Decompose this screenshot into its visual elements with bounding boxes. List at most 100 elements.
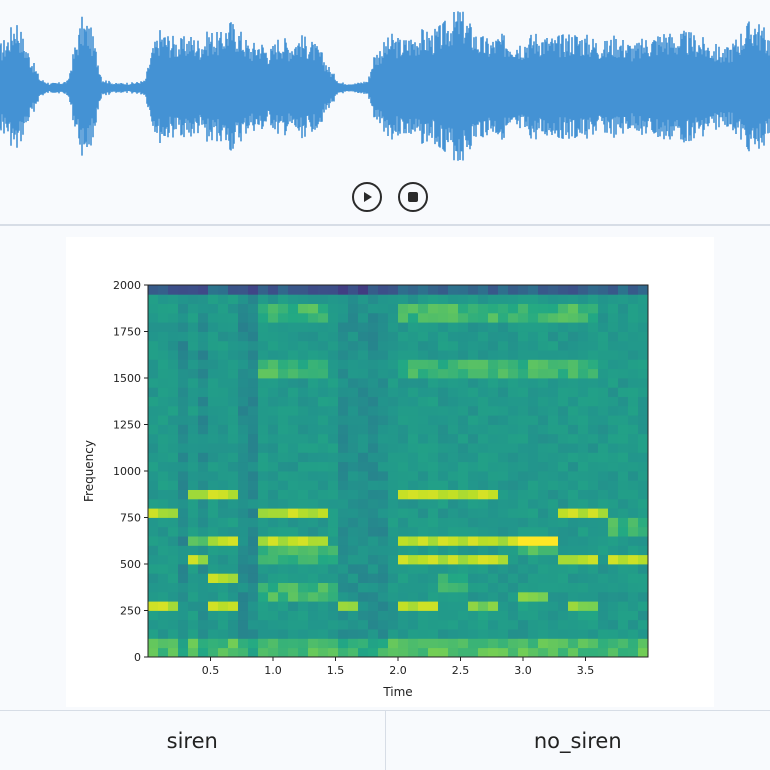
- heatmap-cell: [588, 620, 598, 630]
- heatmap-cell: [358, 434, 368, 444]
- heatmap-cell: [548, 611, 558, 621]
- heatmap-cell: [208, 508, 218, 518]
- label-options: siren no_siren: [0, 710, 770, 770]
- heatmap-cell: [638, 406, 648, 416]
- no-siren-label-button[interactable]: no_siren: [386, 711, 770, 770]
- heatmap-cell: [318, 583, 328, 593]
- heatmap-cell: [528, 294, 538, 304]
- heatmap-cell: [148, 378, 158, 388]
- heatmap-cell: [538, 536, 548, 546]
- audio-waveform[interactable]: [0, 0, 770, 180]
- heatmap-cell: [628, 452, 638, 462]
- heatmap-cell: [618, 490, 628, 500]
- heatmap-cell: [318, 620, 328, 630]
- heatmap-cell: [258, 629, 268, 639]
- heatmap-cell: [578, 341, 588, 351]
- siren-label-button[interactable]: siren: [0, 711, 386, 770]
- heatmap-cell: [438, 480, 448, 490]
- heatmap-cell: [308, 583, 318, 593]
- heatmap-cell: [328, 611, 338, 621]
- heatmap-cell: [158, 294, 168, 304]
- heatmap-cell: [558, 387, 568, 397]
- heatmap-cell: [558, 359, 568, 369]
- heatmap-cell: [228, 564, 238, 574]
- heatmap-cell: [348, 536, 358, 546]
- heatmap-cell: [168, 583, 178, 593]
- heatmap-cell: [418, 285, 428, 295]
- heatmap-cell: [478, 434, 488, 444]
- heatmap-cell: [548, 313, 558, 323]
- heatmap-cell: [458, 545, 468, 555]
- heatmap-cell: [228, 518, 238, 528]
- heatmap-cell: [488, 527, 498, 537]
- panel-divider: [0, 224, 770, 226]
- heatmap-cell: [238, 573, 248, 583]
- heatmap-cell: [518, 471, 528, 481]
- heatmap-cell: [508, 601, 518, 611]
- heatmap-cell: [278, 415, 288, 425]
- heatmap-cell: [508, 638, 518, 648]
- heatmap-cell: [488, 638, 498, 648]
- heatmap-cell: [398, 499, 408, 509]
- heatmap-cell: [398, 387, 408, 397]
- heatmap-cell: [478, 294, 488, 304]
- heatmap-cell: [238, 499, 248, 509]
- heatmap-cell: [368, 313, 378, 323]
- heatmap-cell: [178, 322, 188, 332]
- heatmap-cell: [568, 583, 578, 593]
- heatmap-cell: [548, 536, 558, 546]
- heatmap-cell: [548, 573, 558, 583]
- heatmap-cell: [148, 573, 158, 583]
- heatmap-cell: [508, 332, 518, 342]
- heatmap-cell: [358, 638, 368, 648]
- heatmap-cell: [328, 304, 338, 314]
- heatmap-cell: [388, 397, 398, 407]
- heatmap-cell: [578, 490, 588, 500]
- heatmap-cell: [558, 425, 568, 435]
- heatmap-cell: [248, 555, 258, 565]
- heatmap-cell: [488, 462, 498, 472]
- heatmap-cell: [548, 490, 558, 500]
- heatmap-cell: [328, 592, 338, 602]
- stop-button[interactable]: [398, 182, 428, 212]
- heatmap-cell: [458, 443, 468, 453]
- heatmap-cell: [408, 369, 418, 379]
- heatmap-cell: [228, 294, 238, 304]
- heatmap-cell: [618, 332, 628, 342]
- heatmap-cell: [538, 387, 548, 397]
- heatmap-cell: [478, 471, 488, 481]
- heatmap-cell: [358, 313, 368, 323]
- heatmap-cell: [468, 564, 478, 574]
- heatmap-cell: [588, 536, 598, 546]
- heatmap-cell: [538, 425, 548, 435]
- heatmap-cell: [518, 341, 528, 351]
- heatmap-cell: [238, 638, 248, 648]
- heatmap-cell: [558, 378, 568, 388]
- heatmap-cell: [578, 397, 588, 407]
- x-tick-label: 3.5: [577, 664, 595, 677]
- heatmap-cell: [318, 471, 328, 481]
- heatmap-cell: [318, 341, 328, 351]
- heatmap-cell: [478, 322, 488, 332]
- play-button[interactable]: [352, 182, 382, 212]
- heatmap-cell: [468, 332, 478, 342]
- heatmap-cell: [228, 592, 238, 602]
- heatmap-cell: [398, 508, 408, 518]
- heatmap-cell: [488, 555, 498, 565]
- heatmap-cell: [548, 332, 558, 342]
- heatmap-cell: [418, 378, 428, 388]
- heatmap-cell: [628, 490, 638, 500]
- heatmap-cell: [408, 397, 418, 407]
- heatmap-cell: [618, 611, 628, 621]
- heatmap-cell: [248, 629, 258, 639]
- heatmap-cell: [188, 499, 198, 509]
- heatmap-cell: [428, 471, 438, 481]
- heatmap-cell: [308, 443, 318, 453]
- heatmap-cell: [388, 415, 398, 425]
- heatmap-cell: [568, 387, 578, 397]
- heatmap-cell: [328, 350, 338, 360]
- heatmap-cell: [558, 480, 568, 490]
- heatmap-cell: [288, 620, 298, 630]
- heatmap-cell: [608, 452, 618, 462]
